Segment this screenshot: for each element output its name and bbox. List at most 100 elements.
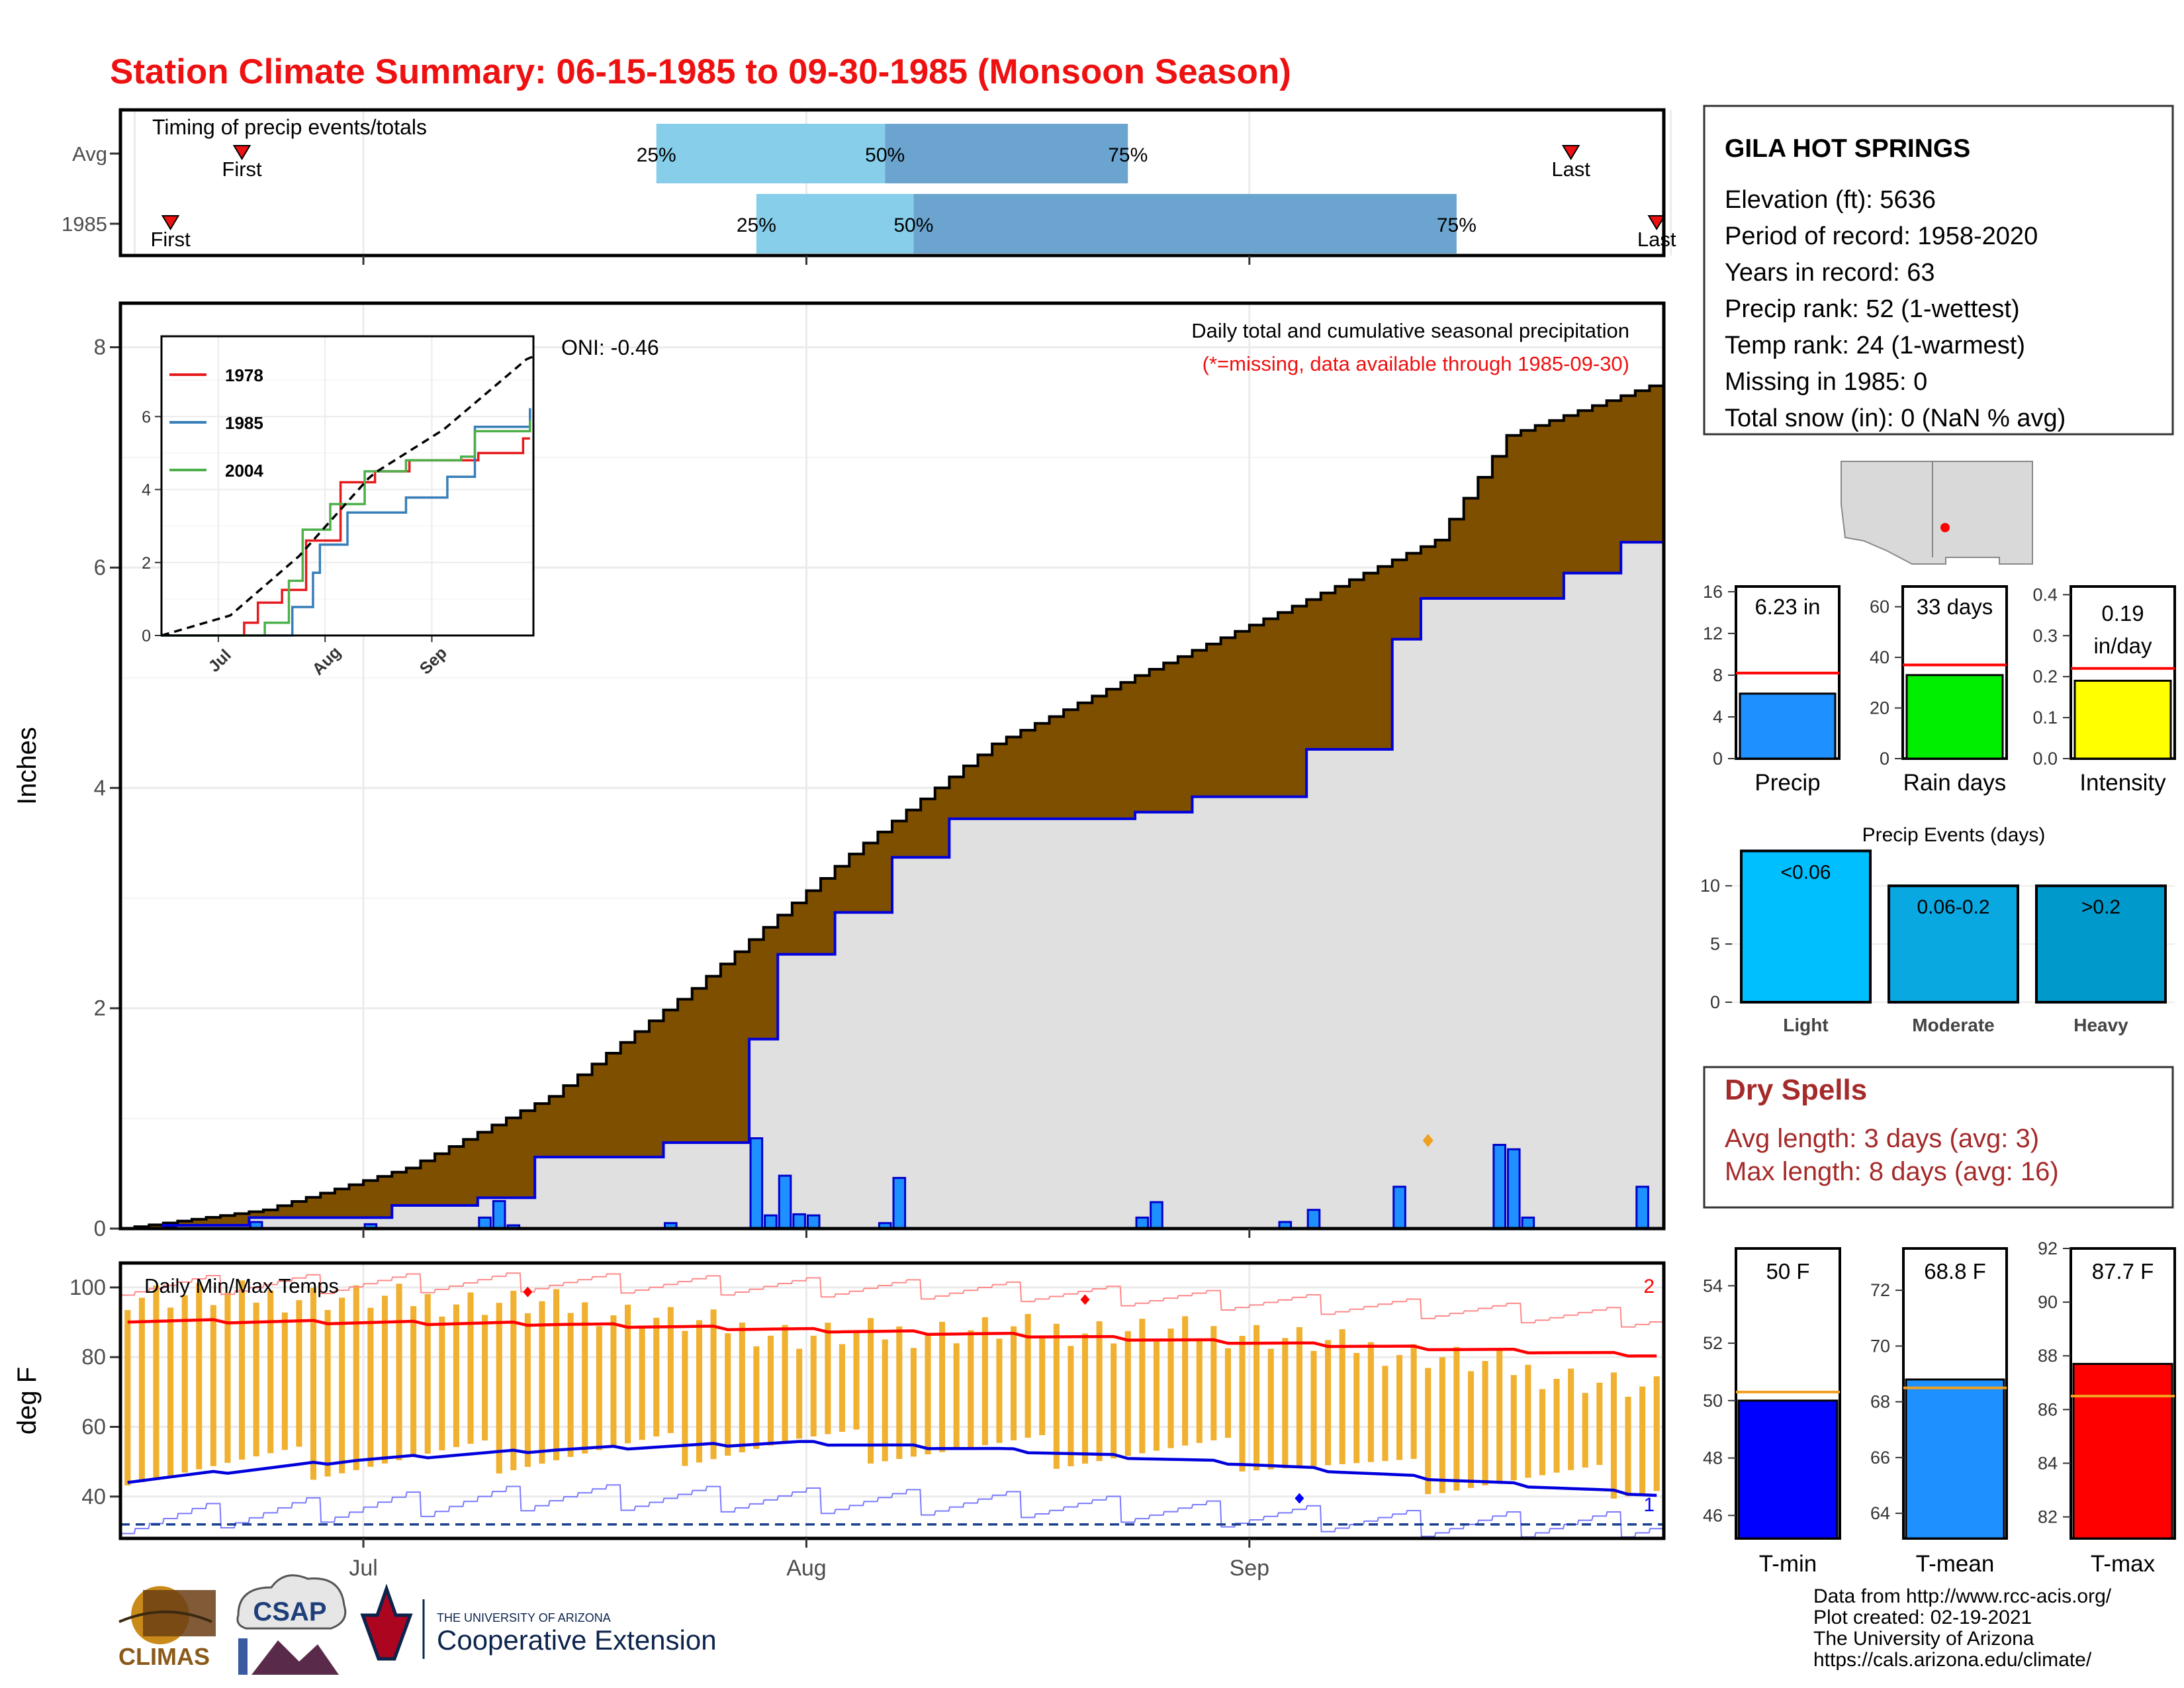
daily-temp-range-bar	[124, 1310, 131, 1485]
daily-temp-range-bar	[710, 1309, 717, 1460]
timing-label-75: 75%	[1108, 144, 1148, 166]
main-ylabel: Inches	[13, 727, 42, 805]
daily-temp-range-bar	[1496, 1350, 1503, 1483]
main-chart-title: Daily total and cumulative seasonal prec…	[1191, 319, 1629, 342]
daily-temp-range-bar	[1439, 1357, 1445, 1493]
daily-precip-bar	[492, 1199, 506, 1230]
location-map	[1841, 461, 2033, 565]
daily-temp-range-bar	[1224, 1348, 1231, 1438]
timing-bar-q25-q50	[756, 194, 914, 254]
daily-temp-range-bar	[510, 1290, 517, 1470]
temps-plot-bg	[120, 1263, 1664, 1538]
daily-temp-range-bar	[1124, 1331, 1131, 1456]
timing-bar-q50-q75	[913, 194, 1457, 254]
summary-ytick-label: 8	[1713, 665, 1723, 685]
tempbar-category-label: T-mean	[1916, 1551, 1995, 1577]
daily-precip-bar	[1392, 1186, 1406, 1230]
temps-ytick-label: 40	[81, 1484, 106, 1509]
record-high-marker	[523, 1286, 533, 1297]
daily-temp-range-bar	[267, 1290, 274, 1454]
daily-temp-range-bar	[1482, 1360, 1488, 1485]
daily-temp-range-bar	[1111, 1343, 1117, 1459]
summary-bar-rain-days	[1905, 674, 2004, 760]
daily-temp-range-bar	[553, 1289, 560, 1461]
daily-temp-range-bar	[981, 1317, 988, 1446]
events-title: Precip Events (days)	[1862, 824, 2046, 846]
daily-temp-range-bar	[210, 1305, 216, 1466]
daily-temp-range-bar	[625, 1304, 631, 1444]
inset-legend-label: 1985	[225, 413, 263, 433]
daily-temp-range-bar	[1310, 1350, 1317, 1466]
tempbar-ytick-label: 46	[1703, 1505, 1723, 1525]
daily-temp-range-bar	[1410, 1344, 1417, 1459]
summary-ytick-label: 12	[1703, 624, 1723, 643]
summary-value-label: 33 days	[1917, 594, 1993, 619]
csap-bars-icon	[238, 1638, 248, 1675]
station-name: GILA HOT SPRINGS	[1725, 134, 1970, 163]
summary-value-label: 6.23 in	[1754, 594, 1820, 619]
events-ytick-label: 0	[1710, 992, 1720, 1012]
daily-temp-range-bar	[1596, 1382, 1603, 1466]
events-bar-label: 0.06-0.2	[1917, 896, 1989, 918]
events-category-label: Light	[1783, 1015, 1828, 1035]
summary-ytick-label: 0.4	[2032, 585, 2058, 604]
temps-ytick-label: 100	[69, 1275, 106, 1299]
events-bar-heavy	[2035, 884, 2167, 1004]
summary-ytick-label: 4	[1713, 707, 1723, 727]
daily-precip-bar	[1306, 1209, 1321, 1230]
daily-temp-range-bar	[1039, 1336, 1046, 1436]
daily-temp-range-bar	[367, 1307, 374, 1467]
cumulative-1985-line	[120, 541, 1664, 1230]
month-axis-label: Sep	[1230, 1556, 1270, 1581]
summary-category-label: Rain days	[1903, 770, 2007, 796]
daily-temp-range-bar	[467, 1292, 474, 1444]
summary-category-label: Precip	[1754, 770, 1820, 796]
csap-logo-text: CSAP	[253, 1597, 326, 1626]
timing-row-label: Avg	[72, 142, 107, 165]
station-info-line: Temp rank: 24 (1-warmest)	[1725, 332, 2025, 359]
daily-precip-bar	[1506, 1148, 1521, 1230]
daily-temp-range-bar	[410, 1306, 417, 1457]
timing-first-marker	[161, 215, 180, 230]
timing-bar-q50-q75	[885, 124, 1128, 183]
temps-ylabel: deg F	[13, 1367, 42, 1434]
timing-plot-border	[118, 108, 1666, 258]
station-info-box: GILA HOT SPRINGS Elevation (ft): 5636 Peri…	[1703, 105, 2174, 436]
daily-temp-range-bar	[1353, 1352, 1360, 1464]
summary-value-label: 0.19	[2101, 601, 2144, 626]
summary-value-unit: in/day	[2093, 633, 2152, 658]
inset-ytick-label: 6	[142, 408, 151, 426]
station-info-line: Precip rank: 52 (1-wettest)	[1725, 295, 2020, 323]
station-location-dot	[1940, 523, 1950, 532]
daily-precip-bar	[892, 1176, 907, 1230]
inset-legend-label: 2004	[225, 461, 263, 481]
daily-temp-range-bar	[1610, 1372, 1617, 1499]
daily-temp-range-bar	[339, 1297, 345, 1474]
daily-temp-range-bar	[939, 1321, 946, 1452]
daily-temp-range-bar	[1068, 1346, 1074, 1466]
main-chart-note: (*=missing, data available through 1985-…	[1203, 352, 1629, 375]
daily-temp-range-bar	[739, 1322, 745, 1452]
daily-temp-range-bar	[1382, 1366, 1388, 1462]
daily-temp-range-bar	[1196, 1338, 1203, 1443]
daily-temp-range-bar	[825, 1323, 831, 1434]
daily-temp-range-bar	[453, 1304, 459, 1448]
timing-last-marker	[1647, 215, 1666, 230]
dry-spells-avg: Avg length: 3 days (avg: 3)	[1725, 1124, 2039, 1153]
record-low-count: 1	[1643, 1494, 1655, 1516]
month-axis-label: Jul	[349, 1556, 377, 1581]
daily-temp-range-bar	[1625, 1397, 1631, 1497]
summary-ytick-label: 60	[1870, 597, 1889, 617]
daily-temp-range-bar	[1210, 1326, 1217, 1440]
daily-temp-range-bar	[1553, 1379, 1560, 1473]
tempbar-t-mean	[1905, 1378, 2005, 1540]
events-ytick-label: 5	[1710, 934, 1720, 954]
summary-ytick-label: 0.2	[2032, 667, 2058, 686]
events-category-label: Moderate	[1912, 1015, 1994, 1035]
summary-ytick-label: 16	[1703, 582, 1723, 602]
ua-logo-small-text: THE UNIVERSITY OF ARIZONA	[437, 1611, 611, 1624]
daily-temp-range-bar	[1467, 1371, 1475, 1488]
timing-panel: Timing of precip events/totals 25% 50% 75% F…	[62, 108, 1676, 265]
daily-temp-range-bar	[1167, 1329, 1174, 1448]
